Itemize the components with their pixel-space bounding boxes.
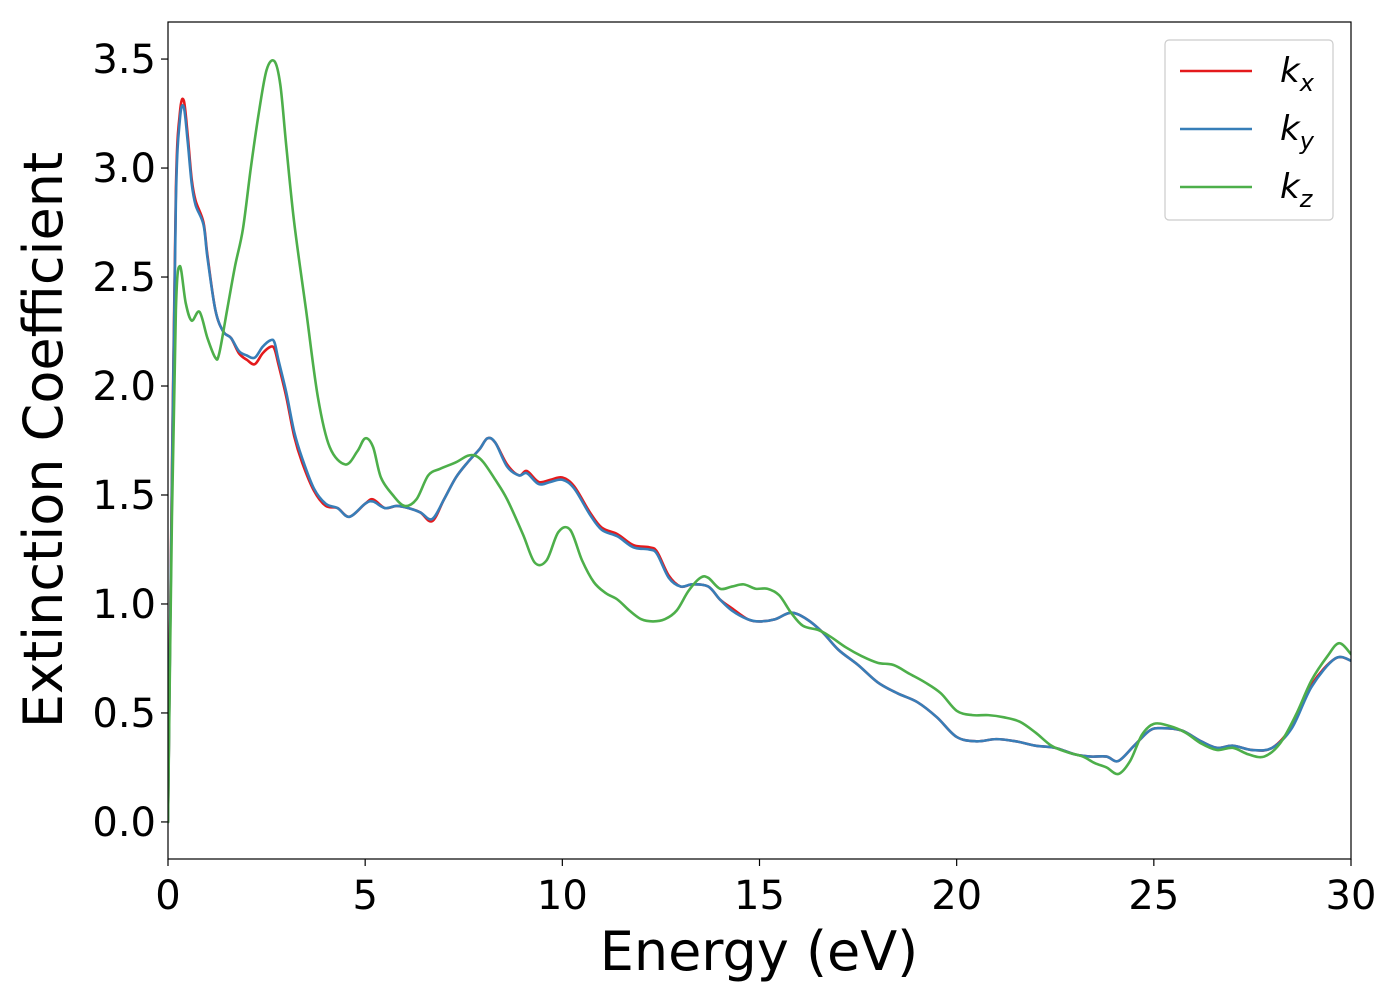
y-axis-title: Extinction Coefficient <box>12 152 75 728</box>
series-layer <box>168 59 1351 824</box>
y-tick-label: 3.5 <box>92 37 156 83</box>
x-tick-label: 5 <box>352 873 377 919</box>
x-axis-title: Energy (eV) <box>600 920 919 983</box>
x-axis: 0 5 10 15 20 25 30 <box>155 859 1376 919</box>
x-tick-label: 15 <box>734 873 785 919</box>
x-tick-label: 20 <box>931 873 982 919</box>
x-tick-label: 25 <box>1128 873 1179 919</box>
y-tick-label: 0.5 <box>92 691 156 737</box>
y-tick-label: 0.0 <box>92 800 156 846</box>
series-line-kz <box>168 59 1351 824</box>
x-tick-label: 0 <box>155 873 180 919</box>
y-axis: 0.0 0.5 1.0 1.5 2.0 2.5 3.0 3.5 <box>92 37 168 846</box>
y-tick-label: 1.0 <box>92 582 156 628</box>
x-tick-label: 30 <box>1326 873 1377 919</box>
y-tick-label: 3.0 <box>92 146 156 192</box>
y-tick-label: 2.5 <box>92 255 156 301</box>
y-tick-label: 1.5 <box>92 473 156 519</box>
x-tick-label: 10 <box>537 873 588 919</box>
y-tick-label: 2.0 <box>92 364 156 410</box>
